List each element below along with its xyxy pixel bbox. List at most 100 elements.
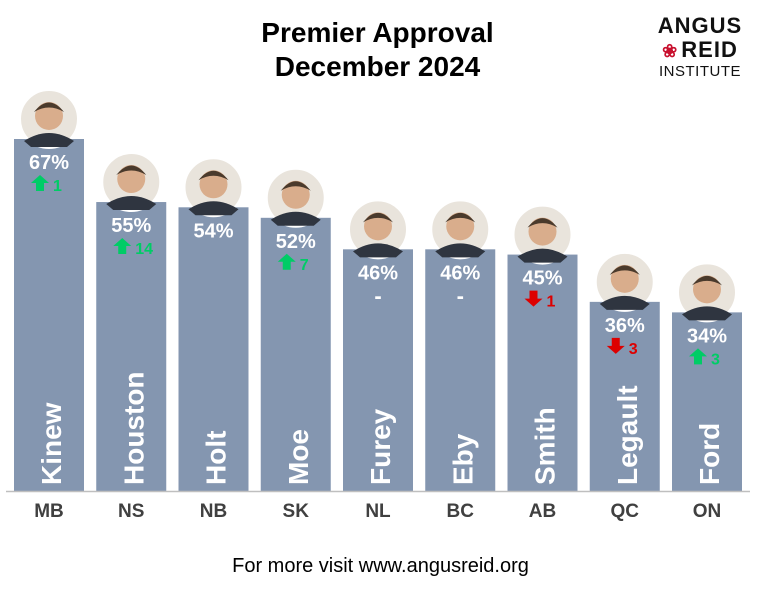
bar bbox=[343, 249, 413, 491]
category-label: BC bbox=[447, 501, 475, 522]
photo-hair bbox=[692, 275, 722, 286]
premier-photo bbox=[19, 89, 79, 149]
chart-title: Premier Approval December 2024 bbox=[130, 16, 625, 84]
photo-hair bbox=[363, 212, 393, 223]
bar-group: 36% 3 Legault QC bbox=[589, 251, 660, 522]
arrow-up-icon bbox=[277, 253, 296, 270]
change-label: 7 bbox=[300, 257, 309, 274]
value-label: 54% bbox=[193, 220, 233, 242]
bar-group: 52% 7 Moe SK bbox=[260, 167, 331, 522]
premier-name-label: Houston bbox=[118, 371, 149, 485]
change-label: 3 bbox=[711, 351, 720, 368]
photo-shoulders bbox=[270, 211, 321, 226]
category-label: ON bbox=[693, 501, 722, 522]
bar bbox=[589, 301, 660, 491]
photo-face bbox=[364, 212, 392, 241]
premier-photo bbox=[101, 152, 162, 213]
change-label: 3 bbox=[629, 341, 638, 358]
photo-shoulders bbox=[435, 243, 486, 258]
photo-face bbox=[35, 102, 63, 130]
change-label: 1 bbox=[53, 178, 62, 195]
category-label: NS bbox=[118, 501, 144, 522]
photo-face bbox=[693, 275, 721, 304]
bar bbox=[507, 254, 578, 491]
premier-photo bbox=[512, 204, 573, 265]
category-label: MB bbox=[34, 501, 64, 522]
premier-name-label: Ford bbox=[694, 423, 725, 485]
change-label: - bbox=[457, 283, 464, 308]
bar-group: 67% 1 Kinew MB bbox=[14, 89, 84, 522]
logo-line2: REID bbox=[681, 37, 738, 62]
premier-photo bbox=[265, 167, 326, 228]
value-label: 52% bbox=[276, 231, 316, 253]
category-label: AB bbox=[529, 501, 556, 522]
photo-hair bbox=[445, 212, 476, 223]
bar bbox=[178, 207, 249, 491]
photo-hair bbox=[609, 265, 640, 275]
bar-group: 46%- Furey NL bbox=[343, 199, 413, 522]
bar-group: 46%- Eby BC bbox=[425, 199, 496, 522]
premier-name-label: Kinew bbox=[36, 402, 67, 485]
premier-name-label: Eby bbox=[447, 433, 478, 485]
arrow-up-icon bbox=[113, 238, 132, 255]
photo-face bbox=[117, 165, 146, 194]
photo-shoulders bbox=[682, 306, 732, 321]
bar-group: 54% Holt NB bbox=[178, 157, 249, 522]
premier-name-label: Moe bbox=[283, 429, 314, 485]
photo-hair bbox=[527, 218, 558, 228]
bar bbox=[260, 217, 331, 491]
value-label: 67% bbox=[29, 152, 69, 174]
bar-group: 34% 3 Ford ON bbox=[672, 262, 742, 522]
photo-shoulders bbox=[599, 295, 650, 310]
photo-hair bbox=[280, 181, 311, 191]
premier-photo bbox=[594, 251, 655, 312]
logo-line3: INSTITUTE bbox=[659, 63, 741, 80]
arrow-down-icon bbox=[524, 290, 543, 307]
premier-photo bbox=[183, 157, 244, 218]
photo-shoulders bbox=[353, 243, 403, 258]
bar bbox=[425, 249, 496, 491]
chart-title-line2: December 2024 bbox=[274, 51, 481, 82]
value-label: 36% bbox=[605, 315, 645, 337]
bar-group: 55% 14 Houston NS bbox=[96, 152, 167, 522]
photo-shoulders bbox=[517, 248, 568, 263]
arrow-up-icon bbox=[689, 348, 707, 365]
bar-group: 45% 1 Smith AB bbox=[507, 204, 578, 522]
photo-face bbox=[610, 264, 639, 293]
arrow-down-icon bbox=[606, 337, 625, 354]
change-label: 1 bbox=[547, 294, 556, 311]
value-label: 46% bbox=[440, 262, 480, 284]
photo-hair bbox=[34, 102, 64, 112]
bar bbox=[96, 202, 167, 491]
logo-line1: ANGUS bbox=[657, 13, 743, 38]
photo-shoulders bbox=[24, 133, 74, 147]
change-label: - bbox=[374, 283, 381, 308]
change-label: 14 bbox=[135, 241, 153, 258]
photo-face bbox=[281, 180, 310, 209]
category-label: NB bbox=[200, 501, 227, 522]
category-label: QC bbox=[611, 501, 640, 522]
premier-name-label: Furey bbox=[365, 408, 396, 485]
value-label: 34% bbox=[687, 325, 727, 347]
premier-name-label: Smith bbox=[530, 407, 561, 485]
chart-title-line1: Premier Approval bbox=[261, 17, 494, 48]
premier-photo bbox=[430, 199, 491, 260]
value-label: 45% bbox=[522, 268, 562, 290]
footer-text: For more visit www.angusreid.org bbox=[232, 555, 529, 577]
premier-photo bbox=[348, 199, 408, 260]
arrow-up-icon bbox=[31, 175, 49, 191]
value-label: 46% bbox=[358, 262, 398, 284]
bar bbox=[672, 312, 742, 491]
photo-face bbox=[199, 170, 228, 199]
category-label: NL bbox=[365, 501, 391, 522]
premier-name-label: Legault bbox=[612, 385, 643, 485]
bar bbox=[14, 139, 84, 491]
photo-face bbox=[446, 212, 475, 241]
photo-face bbox=[528, 217, 557, 246]
photo-hair bbox=[198, 170, 229, 181]
premier-photo bbox=[677, 262, 737, 323]
photo-shoulders bbox=[106, 196, 157, 211]
photo-hair bbox=[116, 165, 147, 176]
angus-reid-logo: ANGUS ❀ REID INSTITUTE bbox=[648, 14, 752, 81]
